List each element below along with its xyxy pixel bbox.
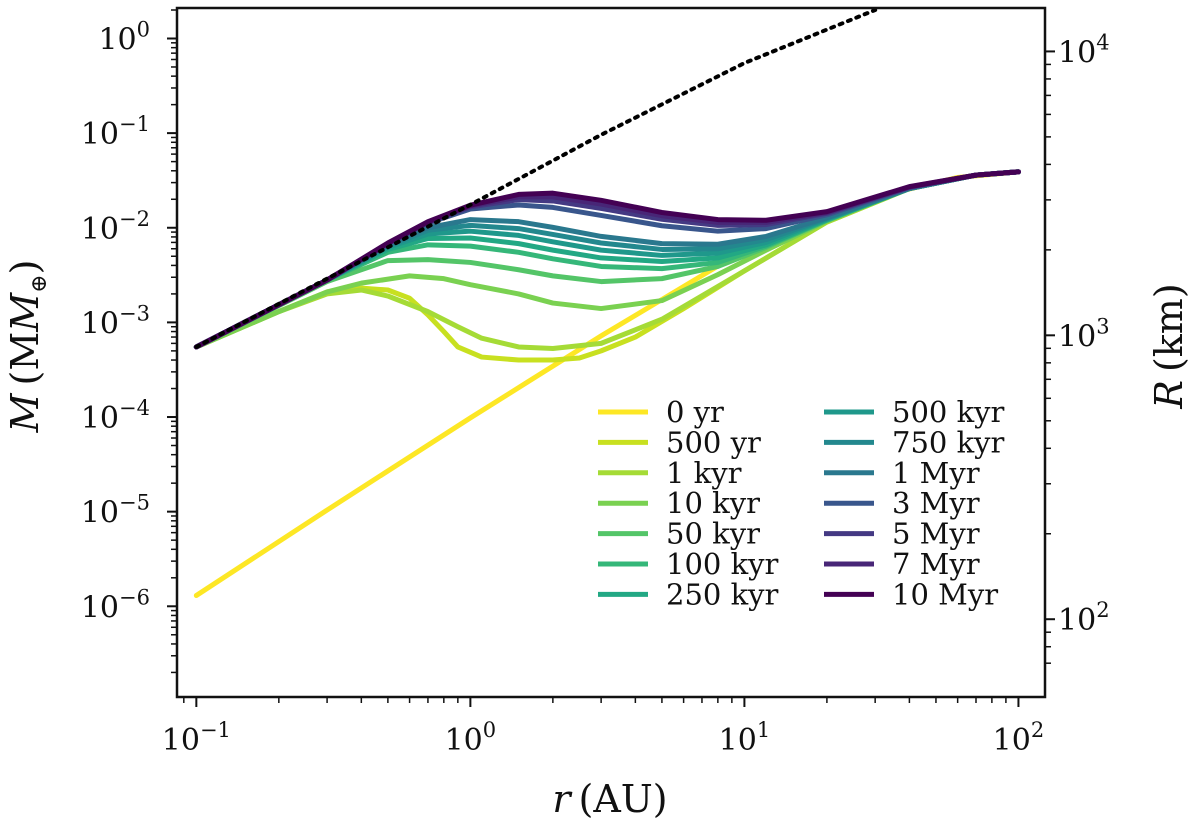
x-tick-label: 102: [993, 718, 1045, 758]
legend-label-6: 250 kyr: [666, 577, 779, 611]
y-tick-label: 10−1: [81, 112, 150, 152]
legend-label-0: 0 yr: [666, 395, 724, 429]
y-tick-label: 100: [98, 17, 150, 57]
legend-label-10: 3 Myr: [892, 486, 980, 520]
legend-label-8: 750 kyr: [892, 425, 1005, 459]
series-line-13: [193, 169, 1021, 350]
y-tick-label: 10−6: [81, 585, 150, 625]
legend-label-7: 500 kyr: [892, 395, 1005, 429]
legend-label-5: 100 kyr: [666, 547, 779, 581]
y-tick-label: 10−4: [81, 396, 150, 436]
series-line-6: [193, 169, 1021, 350]
legend-label-3: 10 kyr: [666, 486, 760, 520]
series-group: [193, 8, 1021, 598]
x-tick-label: 100: [445, 718, 497, 758]
y-axis-title: M(MM⊕): [3, 260, 52, 434]
axes-frame: [175, 6, 1047, 699]
reference-line-dotted: [194, 8, 878, 349]
axis-titles: r (AU) M(MM⊕) R(km): [3, 260, 1191, 821]
legend-label-4: 50 kyr: [666, 517, 760, 551]
y-tick-label: 10−2: [81, 207, 150, 247]
legend-label-13: 10 Myr: [892, 577, 998, 611]
y2-tick-label: 102: [1058, 598, 1110, 638]
axes: 10−1 100 101 102 10−6 10−5 10−4 10−3 10−2 10−1 100…: [81, 6, 1110, 758]
legend-label-9: 1 Myr: [892, 456, 980, 490]
x-axis-title: r (AU): [552, 777, 667, 821]
x-tick-label: 101: [719, 718, 771, 758]
y2-axis-title: R(km): [1147, 283, 1191, 409]
y-tick-label: 10−3: [81, 301, 150, 341]
x-tick-label: 10−1: [162, 718, 231, 758]
y-tick-label: 10−5: [81, 491, 150, 531]
legend-label-11: 5 Myr: [892, 517, 980, 551]
legend-label-1: 500 yr: [666, 425, 761, 459]
legend-label-2: 1 kyr: [666, 456, 742, 490]
legend-label-12: 7 Myr: [892, 547, 980, 581]
y2-tick-label: 103: [1058, 314, 1110, 354]
y2-tick-label: 104: [1058, 30, 1110, 70]
